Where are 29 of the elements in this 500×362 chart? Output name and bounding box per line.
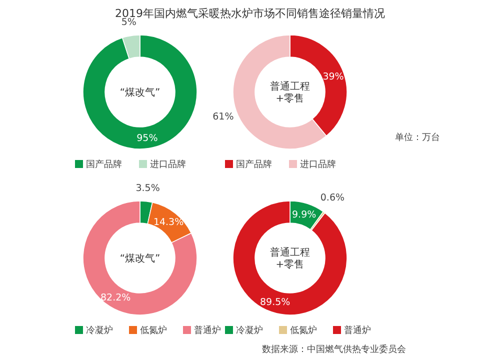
legend-label: 冷凝炉 xyxy=(86,325,113,336)
legend-label: 普通炉 xyxy=(194,325,221,336)
donut-slice xyxy=(82,200,198,316)
legend-label: 普通炉 xyxy=(344,325,371,336)
legend-label: 国产品牌 xyxy=(86,159,122,170)
legend-label: 进口品牌 xyxy=(300,159,336,170)
legend-label: 低氮炉 xyxy=(290,325,317,336)
legend-label: 进口品牌 xyxy=(150,159,186,170)
data-label: 39% xyxy=(322,72,344,83)
text: 普通工程 +零售 xyxy=(270,80,310,104)
text: “煤改气” xyxy=(120,252,160,264)
legend-label: 国产品牌 xyxy=(236,159,272,170)
data-label: 0.6% xyxy=(320,192,345,204)
legend-label: 冷凝炉 xyxy=(236,325,263,336)
data-label: 61% xyxy=(212,111,234,122)
donut-slice xyxy=(232,200,348,316)
data-label: 82.2% xyxy=(100,292,131,304)
text: 单位：万台 xyxy=(395,132,440,143)
data-label: 3.5% xyxy=(136,182,160,194)
data-label: 95% xyxy=(136,132,158,144)
data-label: 89.5% xyxy=(260,296,290,308)
data-label: 9.9% xyxy=(292,210,316,221)
text: 普通工程 +零售 xyxy=(270,246,310,270)
text: “煤改气” xyxy=(120,86,160,98)
source-note: 数据来源：中国燃气供热专业委员会 xyxy=(262,344,406,355)
donut-slice xyxy=(82,34,198,150)
data-label: 5% xyxy=(121,17,136,28)
data-label: 14.3% xyxy=(153,217,184,228)
legend-label: 低氮炉 xyxy=(140,325,167,336)
